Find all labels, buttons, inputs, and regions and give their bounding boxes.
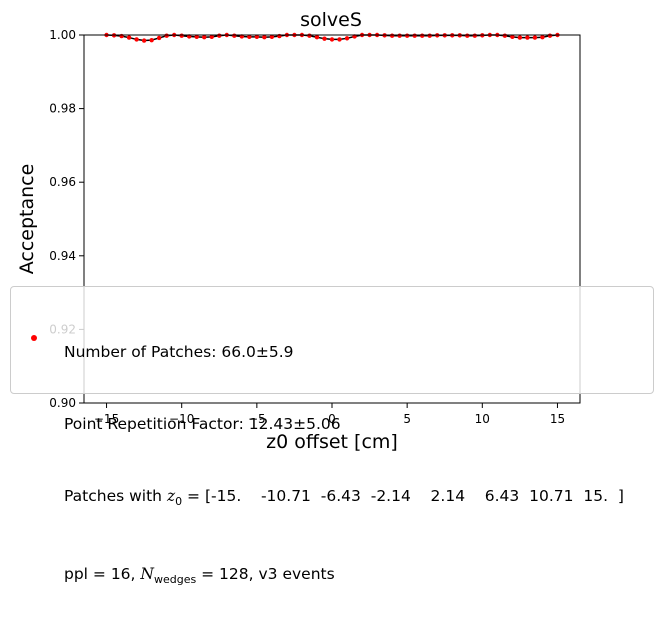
legend-z0-values: = [-15. -10.71 -6.43 -2.14 2.14 6.43 10.… (182, 487, 624, 505)
y-tick-label: 0.98 (49, 102, 76, 116)
chart-title: solveS (300, 9, 362, 31)
data-point (472, 33, 477, 38)
x-tick-label: −15 (94, 412, 119, 426)
legend-ppl-suffix: = 128, v3 events (196, 565, 335, 584)
y-tick-label: 0.94 (49, 249, 76, 263)
data-point (525, 35, 530, 40)
data-point (427, 33, 432, 38)
data-point (149, 37, 154, 43)
data-point (156, 35, 162, 41)
data-point (179, 33, 184, 38)
data-point (502, 33, 508, 38)
data-point (389, 33, 395, 38)
data-point (465, 33, 470, 38)
data-point (217, 33, 222, 38)
legend: Number of Patches: 66.0±5.9 Point Repeti… (10, 286, 654, 586)
legend-line-z0: Patches with z0 = [-15. -10.71 -6.43 -2.… (64, 484, 624, 514)
data-point (164, 33, 169, 38)
legend-line-ppl: ppl = 16, Nwedges = 128, v3 events (64, 562, 624, 592)
x-tick-label: −5 (248, 412, 266, 426)
data-point (314, 35, 320, 40)
x-axis: −15 −10 −5 0 5 10 15 (94, 403, 565, 426)
data-point (262, 35, 267, 40)
y-axis-label: Acceptance (16, 164, 38, 275)
data-point (329, 37, 335, 42)
data-point (344, 36, 350, 41)
data-point (547, 33, 553, 38)
legend-n-var: N (140, 565, 154, 584)
data-point (419, 33, 425, 38)
data-point (209, 34, 214, 40)
y-tick-label: 0.90 (49, 396, 76, 410)
data-point (269, 34, 275, 40)
data-point (247, 34, 252, 40)
plot-area (104, 32, 560, 43)
data-point (397, 33, 402, 38)
x-tick-label: 5 (403, 412, 411, 426)
data-point (404, 33, 410, 38)
data-point (202, 35, 207, 40)
x-tick-label: −10 (169, 412, 194, 426)
data-point (517, 35, 523, 40)
y-tick-label: 1.00 (49, 28, 76, 42)
legend-marker (31, 335, 37, 341)
legend-z0-sub: 0 (175, 495, 183, 509)
data-point (337, 37, 342, 42)
data-point (540, 35, 545, 40)
y-tick-label: 0.96 (49, 175, 76, 189)
data-point (322, 36, 327, 41)
data-point (126, 35, 132, 40)
data-point (194, 34, 199, 40)
data-point (254, 34, 260, 40)
x-tick-label: 15 (550, 412, 565, 426)
legend-n-sub: wedges (153, 573, 197, 587)
x-axis-label: z0 offset [cm] (266, 431, 398, 453)
legend-text: Number of Patches: 66.0±5.9 Point Repeti… (64, 292, 624, 640)
x-tick-label: 10 (475, 412, 490, 426)
data-point (307, 33, 312, 38)
legend-line-patches: Number of Patches: 66.0±5.9 (64, 343, 294, 361)
data-point (510, 34, 515, 40)
legend-z0-prefix: Patches with (64, 487, 167, 505)
data-point (134, 37, 139, 42)
data-point (141, 38, 147, 43)
data-point (532, 35, 538, 40)
legend-z0-var: z (166, 487, 176, 505)
data-point (412, 33, 417, 38)
data-point (232, 33, 237, 38)
legend-line-repetition: Point Repetition Factor: 12.43±5.06 (64, 415, 341, 433)
x-tick-label: 0 (328, 412, 336, 426)
legend-ppl-prefix: ppl = 16, (64, 565, 141, 584)
